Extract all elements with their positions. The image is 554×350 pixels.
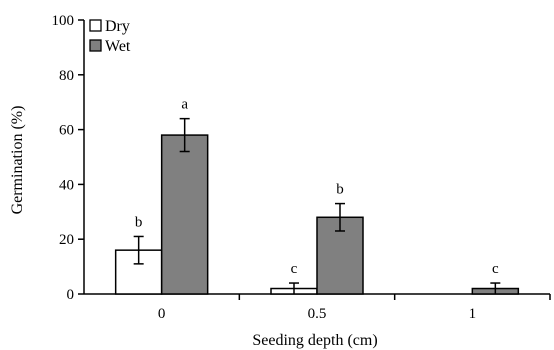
y-axis-label: Germination (%) [9,106,26,215]
bar-wet [160,134,209,295]
legend-swatch-wet [89,39,102,52]
x-axis-label: Seeding depth (cm) [252,332,377,349]
x-tick-label: 0 [158,306,166,322]
y-tick-label: 80 [59,68,74,84]
bars: b a c b c [114,97,520,295]
y-tick-label: 20 [59,232,74,248]
significance-label: c [291,261,298,277]
legend-swatch-dry [89,19,102,32]
significance-label: b [336,182,344,198]
legend-label-wet: Wet [105,38,131,55]
y-tick-label: 0 [67,287,75,303]
significance-label: c [492,261,499,277]
legend-label-dry: Dry [105,18,130,35]
significance-label: b [135,214,143,230]
x-tick-label: 1 [469,306,477,322]
significance-label: a [181,97,188,113]
y-tick-label: 100 [52,13,75,29]
legend: Dry Wet [89,18,131,55]
y-tick-label: 40 [59,177,74,193]
x-tick-label: 0.5 [308,306,327,322]
y-tick-label: 60 [59,123,74,139]
